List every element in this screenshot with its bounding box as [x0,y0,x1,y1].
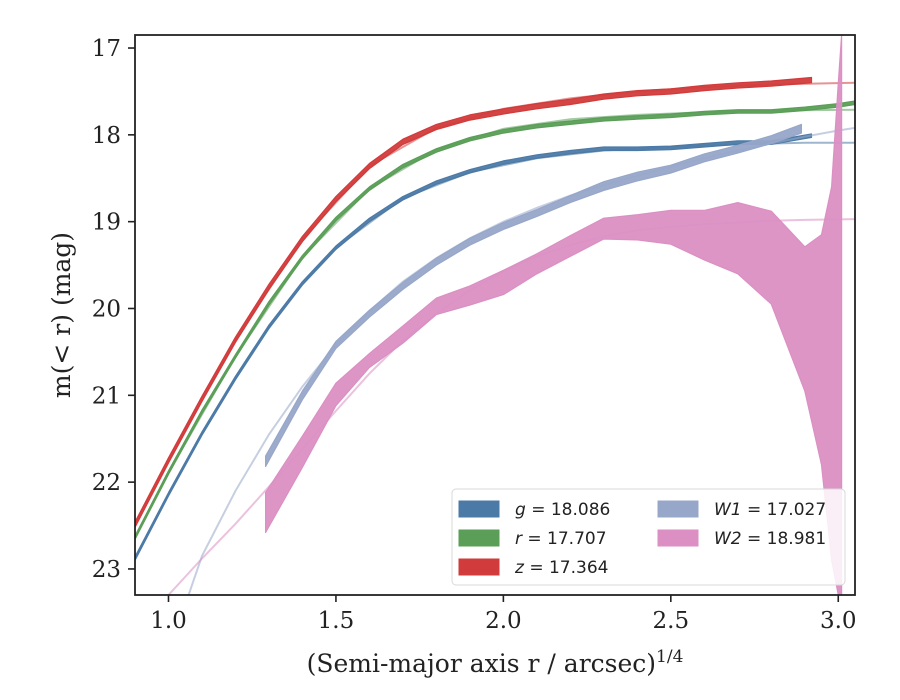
x-tick-label: 2.5 [653,608,690,634]
x-tick-label: 1.0 [150,608,187,634]
y-tick-label: 19 [92,210,121,236]
x-tick-label: 1.5 [318,608,355,634]
y-tick-label: 17 [92,36,121,62]
legend-frame [451,488,846,586]
profile-band-r [135,100,855,540]
y-tick-label: 23 [92,557,121,583]
legend-swatch-g [458,500,500,518]
legend-label-w2: W2 = 18.981 [714,529,826,549]
model-curve-r [135,108,855,539]
x-tick-label: 3.0 [820,608,857,634]
y-axis-label: m(< r) (mag) [47,232,76,398]
legend-label-w1: W1 = 17.027 [714,500,826,520]
legend-swatch-r [458,529,500,547]
y-tick-label: 22 [92,470,121,496]
x-tick-label: 2.0 [485,608,522,634]
y-tick-label: 20 [92,296,121,322]
profile-band-w1 [265,123,802,468]
legend: g = 18.086 r = 17.707 z = 17.364 W1 = 17.02… [451,488,846,586]
legend-swatch-w1 [657,500,699,518]
x-axis-label: (Semi-major axis r / arcsec)1/4 [307,647,684,678]
profile-band-w2 [265,35,843,595]
axes-frame [134,34,856,596]
legend-swatch-z [458,558,500,576]
axis-ticks: 1.0 1.5 2.0 2.5 3.0 17 18 19 20 21 22 23 [92,36,857,634]
y-tick-label: 21 [92,383,121,409]
legend-swatch-w2 [657,529,699,547]
profile-band-g [135,133,813,561]
profile-band-z [135,76,813,528]
legend-label-g: g = 18.086 [515,500,610,520]
y-tick-label: 18 [92,123,121,149]
plot-area [135,35,855,595]
legend-label-r: r = 17.707 [515,529,607,549]
legend-label-z: z = 17.364 [514,558,608,578]
